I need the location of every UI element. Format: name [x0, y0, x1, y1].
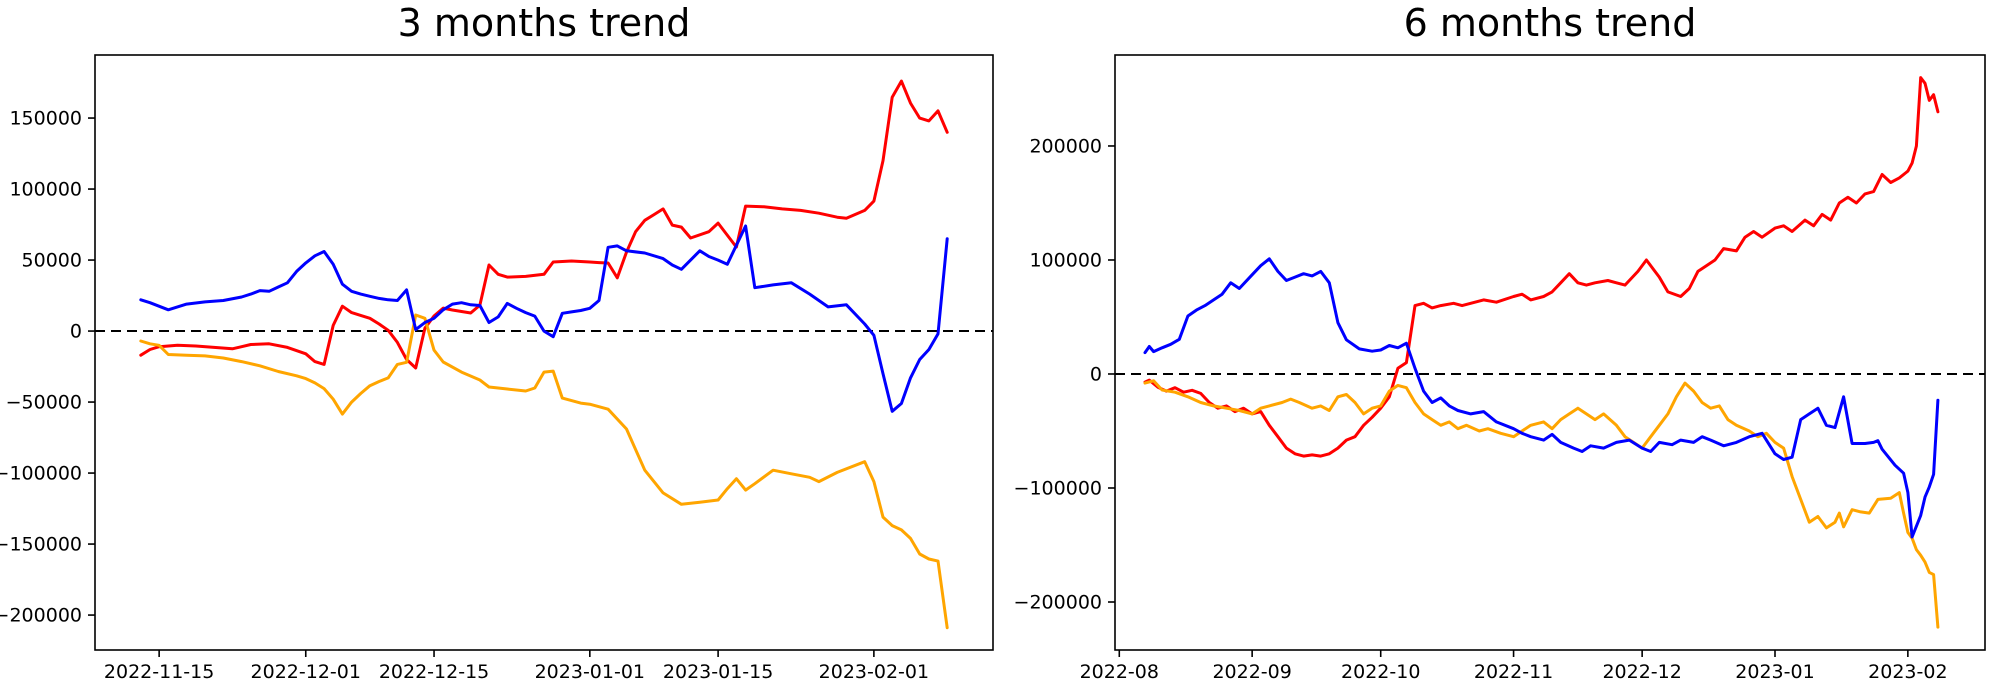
y-tick-label: 150000 — [9, 108, 82, 130]
blue-trend-line — [139, 224, 949, 413]
y-tick-label: 0 — [70, 321, 82, 343]
red-trend-line — [139, 79, 949, 370]
x-tick-label: 2022-11-15 — [104, 661, 214, 683]
plot-border — [1114, 54, 1986, 651]
x-tick-label: 2023-02-01 — [819, 661, 929, 683]
x-tick-label: 2022-10 — [1341, 661, 1420, 683]
plot-border — [94, 54, 994, 651]
y-tick-label: 100000 — [9, 179, 82, 201]
x-tick-label: 2023-01-01 — [535, 661, 645, 683]
x-tick-label: 2023-02 — [1868, 661, 1947, 683]
x-tick-label: 2022-12-15 — [379, 661, 489, 683]
red-trend-line — [1143, 76, 1940, 458]
y-tick-label: −150000 — [0, 534, 82, 556]
y-tick-label: −50000 — [6, 392, 82, 414]
y-tick-label: −200000 — [0, 605, 82, 627]
y-tick-label: −100000 — [1014, 477, 1102, 499]
y-tick-label: −100000 — [0, 463, 82, 485]
y-tick-label: 50000 — [22, 250, 82, 272]
y-tick-label: −200000 — [1014, 592, 1102, 614]
x-tick-label: 2022-08 — [1080, 661, 1159, 683]
y-tick-label: 0 — [1090, 363, 1102, 385]
x-tick-label: 2022-12-01 — [251, 661, 361, 683]
x-tick-label: 2022-09 — [1212, 661, 1291, 683]
left-chart-title: 3 months trend — [397, 1, 691, 45]
y-tick-label: 100000 — [1029, 249, 1102, 271]
x-tick-label: 2023-01-15 — [663, 661, 773, 683]
right-chart-title: 6 months trend — [1403, 1, 1697, 45]
orange-trend-line — [139, 313, 949, 630]
y-tick-label: 200000 — [1029, 135, 1102, 157]
orange-trend-line — [1143, 379, 1940, 629]
x-tick-label: 2022-11 — [1474, 661, 1553, 683]
blue-trend-line — [1143, 257, 1940, 539]
x-tick-label: 2022-12 — [1602, 661, 1681, 683]
x-tick-label: 2023-01 — [1735, 661, 1814, 683]
